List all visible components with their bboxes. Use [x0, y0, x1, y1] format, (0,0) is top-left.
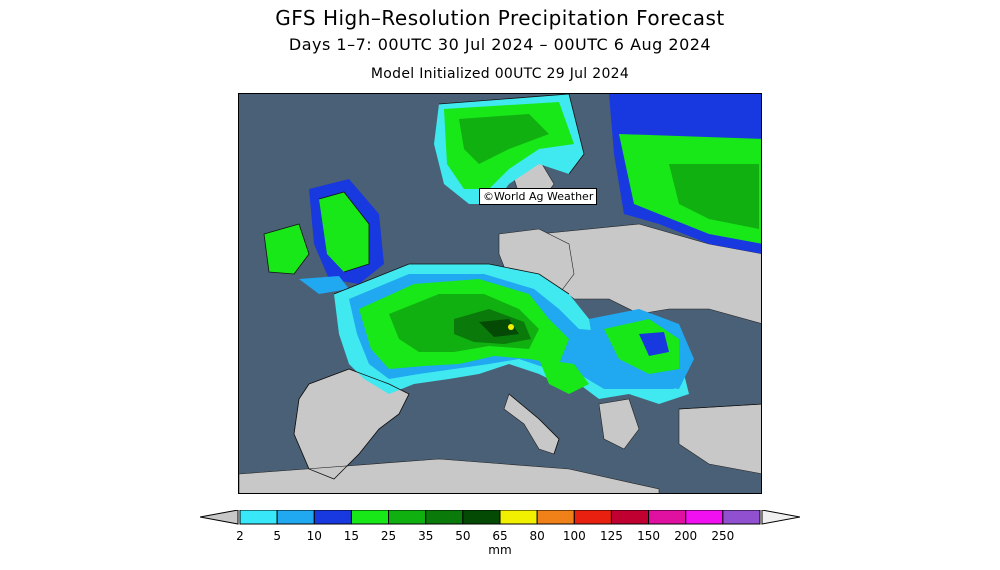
balkans-15mm: [539, 359, 589, 394]
legend-swatch: [499, 510, 538, 525]
britain-15mm: [319, 192, 369, 272]
russia-25mm: [669, 164, 759, 229]
legend-swatch: [388, 510, 427, 525]
map-canvas: [239, 94, 761, 493]
color-legend: 2 5 10 15 25 35 50 65 80 100 125 150 200 250 mm: [200, 510, 800, 570]
legend-tick-label: 15: [343, 529, 360, 543]
coastlines: [263, 94, 761, 480]
legend-tick-label: 10: [306, 529, 322, 543]
legend-swatch: [313, 510, 352, 525]
legend-swatch: [276, 510, 315, 525]
forecast-period: Days 1–7: 00UTC 30 Jul 2024 – 00UTC 6 Au…: [288, 35, 712, 54]
legend-tick-label: 100: [562, 529, 586, 543]
romania-10mm: [639, 332, 669, 356]
legend-swatch: [462, 510, 501, 525]
legend-swatch: [722, 510, 761, 525]
map-title: GFS High–Resolution Precipitation Foreca…: [275, 6, 725, 30]
map-credit: ©World Ag Weather: [479, 188, 598, 205]
legend-tick-label: 5: [273, 529, 281, 543]
precip-65mm: [508, 324, 514, 330]
legend-tick-label: 200: [674, 529, 698, 543]
legend-swatch: [350, 510, 390, 525]
legend-tick-label: 125: [599, 529, 623, 543]
legend-tick-label: 50: [455, 529, 471, 543]
legend-tick-label: 80: [529, 529, 545, 543]
legend-bar: [200, 510, 800, 525]
legend-tick-label: 2: [236, 529, 244, 543]
legend-swatch: [425, 510, 464, 525]
legend-tick-label: 65: [492, 529, 508, 543]
legend-swatch: [685, 510, 724, 525]
legend-tick-label: 35: [418, 529, 434, 543]
legend-tick-label: 150: [637, 529, 661, 543]
scandinavia-25mm: [459, 114, 549, 164]
britain-south-5mm: [299, 276, 349, 294]
north-africa: [239, 458, 660, 493]
precip-50mm: [479, 319, 519, 337]
legend-tick-label: 250: [711, 529, 735, 543]
legend-unit: mm: [488, 543, 512, 557]
legend-arrow-low: [200, 510, 239, 525]
legend-swatch: [648, 510, 687, 525]
legend-swatch: [239, 510, 278, 525]
legend-swatch: [610, 510, 650, 525]
model-init: Model Initialized 00UTC 29 Jul 2024: [370, 66, 630, 82]
precipitation-map: ©World Ag Weather: [238, 93, 762, 494]
legend-tick-label: 25: [380, 529, 397, 543]
legend-arrow-high: [761, 510, 800, 525]
greece: [598, 398, 640, 450]
ireland-15mm: [264, 224, 309, 274]
legend-swatch: [536, 510, 575, 525]
precip-layers: [264, 94, 761, 404]
legend-swatch: [573, 510, 612, 525]
